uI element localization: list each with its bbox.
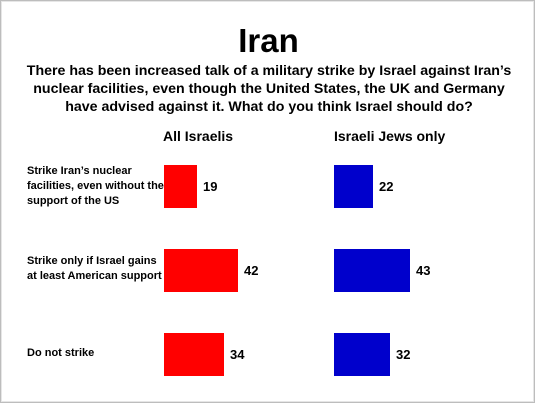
bar-value-label: 22 (379, 179, 394, 194)
bar (334, 165, 373, 208)
bar (164, 165, 197, 208)
bar (164, 249, 238, 292)
series-header-all-israelis: All Israelis (163, 128, 234, 144)
survey-question: There has been increased talk of a milit… (26, 63, 512, 115)
bar-value-label: 34 (230, 347, 245, 362)
bar (334, 249, 410, 292)
category-label-strike-without-us: Strike Iran’s nuclear facilities, even w… (27, 165, 164, 207)
series-header-israeli-jews: Israeli Jews only (334, 128, 446, 144)
bar (164, 333, 224, 376)
category-label-strike-with-us: Strike only if Israel gains at least Ame… (27, 255, 162, 282)
category-label-do-not-strike: Do not strike (27, 347, 95, 359)
bar-value-label: 19 (203, 179, 218, 194)
bar (334, 333, 390, 376)
bar-value-label: 43 (416, 263, 431, 278)
chart-title: Iran (238, 22, 299, 59)
bar-value-label: 32 (396, 347, 411, 362)
bar-value-label: 42 (244, 263, 259, 278)
